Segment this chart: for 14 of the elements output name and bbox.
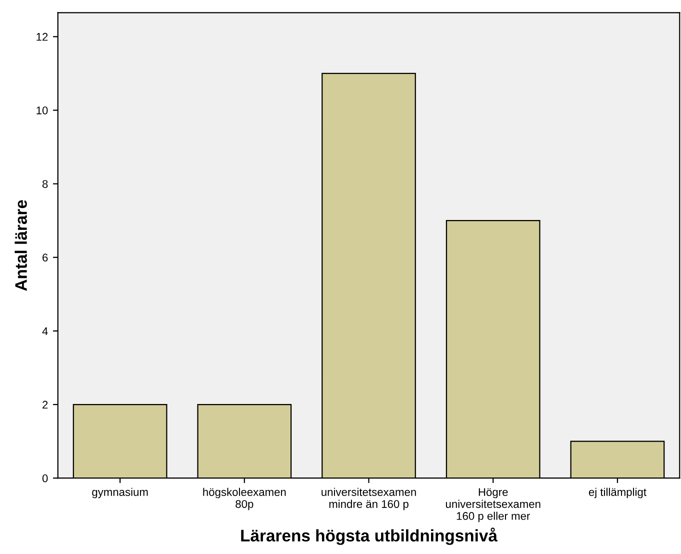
y-tick-label: 12 [36, 32, 48, 41]
y-tick-label: 0 [42, 474, 48, 482]
x-tick-label: universitetsexamen mindre än 160 p [322, 488, 416, 510]
y-tick-label: 6 [42, 254, 48, 262]
y-tick-label: 8 [42, 180, 48, 188]
x-tick-label: gymnasium [92, 488, 148, 498]
y-tick-label: 2 [42, 400, 48, 409]
x-axis-title: Lärarens högsta utbildningsnivå [241, 528, 498, 545]
x-tick-label: Högre universitetsexamen 160 p eller mer [446, 488, 540, 522]
y-axis-title: Antal lärare [14, 200, 27, 291]
y-tick-label: 10 [36, 106, 48, 114]
x-tick-label: ej tillämpligt [588, 488, 646, 498]
x-tick-label: högskoleexamen 80p [203, 488, 286, 510]
y-tick-label: 4 [42, 327, 48, 335]
